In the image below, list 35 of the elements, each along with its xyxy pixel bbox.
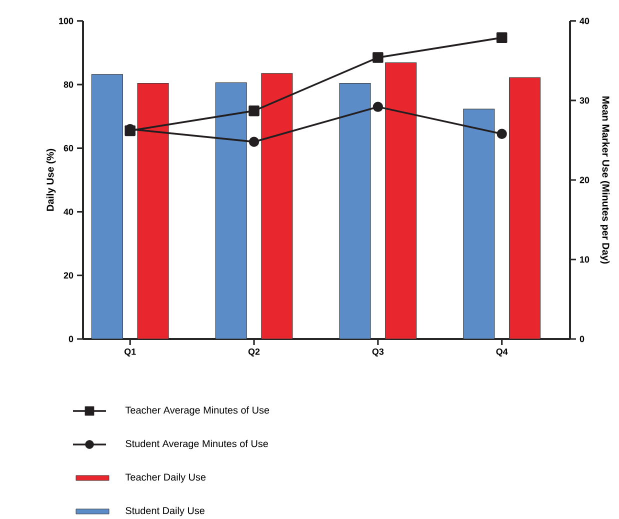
y2-tick-label: 0 bbox=[580, 336, 584, 342]
legend-label: Teacher Daily Use bbox=[125, 473, 206, 483]
y-tick-label: 20 bbox=[64, 272, 74, 279]
legend-label: Teacher Average Minutes of Use bbox=[125, 406, 270, 416]
x-tick-label: Q3 bbox=[372, 348, 384, 357]
bar bbox=[508, 77, 541, 339]
y-tick-label: 0 bbox=[68, 336, 74, 342]
point bbox=[372, 52, 384, 63]
y-tick-label: 40 bbox=[64, 208, 74, 215]
y2-tick-label: 20 bbox=[580, 176, 590, 184]
point bbox=[372, 102, 384, 112]
x-tick-label: Q1 bbox=[124, 348, 136, 357]
point bbox=[248, 105, 260, 116]
y2-tick-label: 40 bbox=[580, 18, 590, 24]
y2-tick-label: 30 bbox=[580, 97, 590, 104]
bar bbox=[91, 74, 123, 339]
legend-label: Student Average Minutes of Use bbox=[126, 440, 268, 450]
bar bbox=[385, 62, 417, 339]
point bbox=[496, 128, 507, 139]
bar bbox=[463, 108, 495, 339]
y-axis-title: Daily Use (%) bbox=[46, 148, 56, 211]
point bbox=[496, 32, 508, 44]
y-tick-label: 100 bbox=[59, 18, 74, 24]
bar bbox=[137, 83, 169, 339]
x-tick-label: Q4 bbox=[496, 348, 508, 357]
y-tick-label: 60 bbox=[64, 145, 74, 152]
bar bbox=[261, 73, 293, 339]
bar bbox=[339, 83, 371, 339]
y-tick-label: 80 bbox=[64, 81, 74, 88]
x-tick-label: Q2 bbox=[248, 348, 260, 357]
y2-axis-title: Mean Marker Use (Minutes per Day) bbox=[600, 96, 610, 264]
y2-tick-label: 10 bbox=[580, 256, 590, 263]
bar bbox=[215, 82, 247, 339]
legend-label: Student Daily Use bbox=[126, 506, 204, 516]
point bbox=[248, 136, 260, 147]
